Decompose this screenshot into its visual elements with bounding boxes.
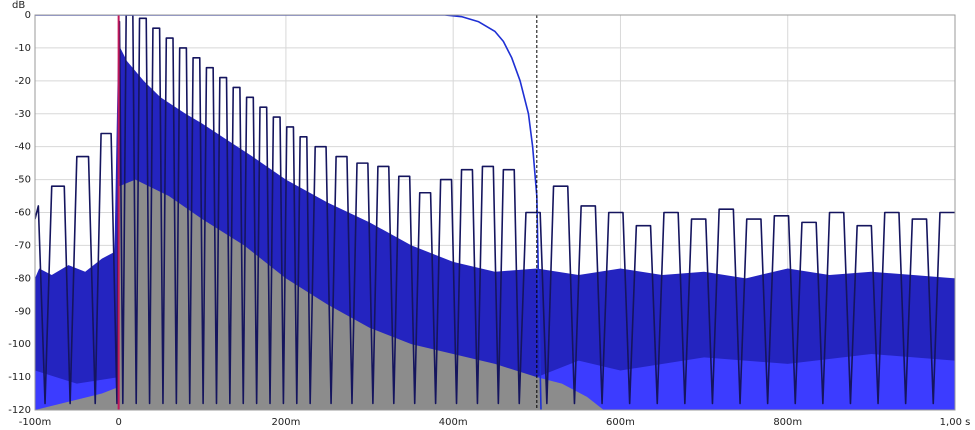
line — [35, 15, 955, 405]
y-tick-label: -70 — [15, 240, 31, 251]
y-tick-label: -40 — [15, 142, 31, 153]
x-tick-label: -100m — [19, 417, 51, 428]
plot-frame — [34, 14, 956, 411]
y-tick-label: -50 — [15, 175, 31, 186]
y-tick-label: 0 — [25, 10, 31, 21]
x-tick-label: 200m — [271, 417, 300, 428]
y-tick-label: -30 — [15, 109, 31, 120]
y-tick-label: -110 — [8, 372, 31, 383]
y-tick-label: -80 — [15, 273, 31, 284]
x-tick-label: 400m — [439, 417, 468, 428]
x-tick-label: 600m — [606, 417, 635, 428]
marks — [35, 15, 955, 410]
y-tick-label: -100 — [8, 339, 31, 350]
y-tick-label: -90 — [15, 306, 31, 317]
x-tick-label: 1,00 s — [940, 417, 971, 428]
y-tick-label: -10 — [15, 43, 31, 54]
y-axis-label: dB — [12, 0, 25, 11]
y-tick-label: -60 — [15, 208, 31, 219]
x-tick-label: 800m — [773, 417, 802, 428]
y-tick-label: -20 — [15, 76, 31, 87]
x-tick-label: 0 — [115, 417, 121, 428]
y-tick-label: -120 — [8, 405, 31, 416]
labels: 0 -10 -20 -30 -40 -50 -60 -70 -80 -90 -100 -110 -120… — [8, 10, 970, 428]
line — [35, 15, 542, 410]
